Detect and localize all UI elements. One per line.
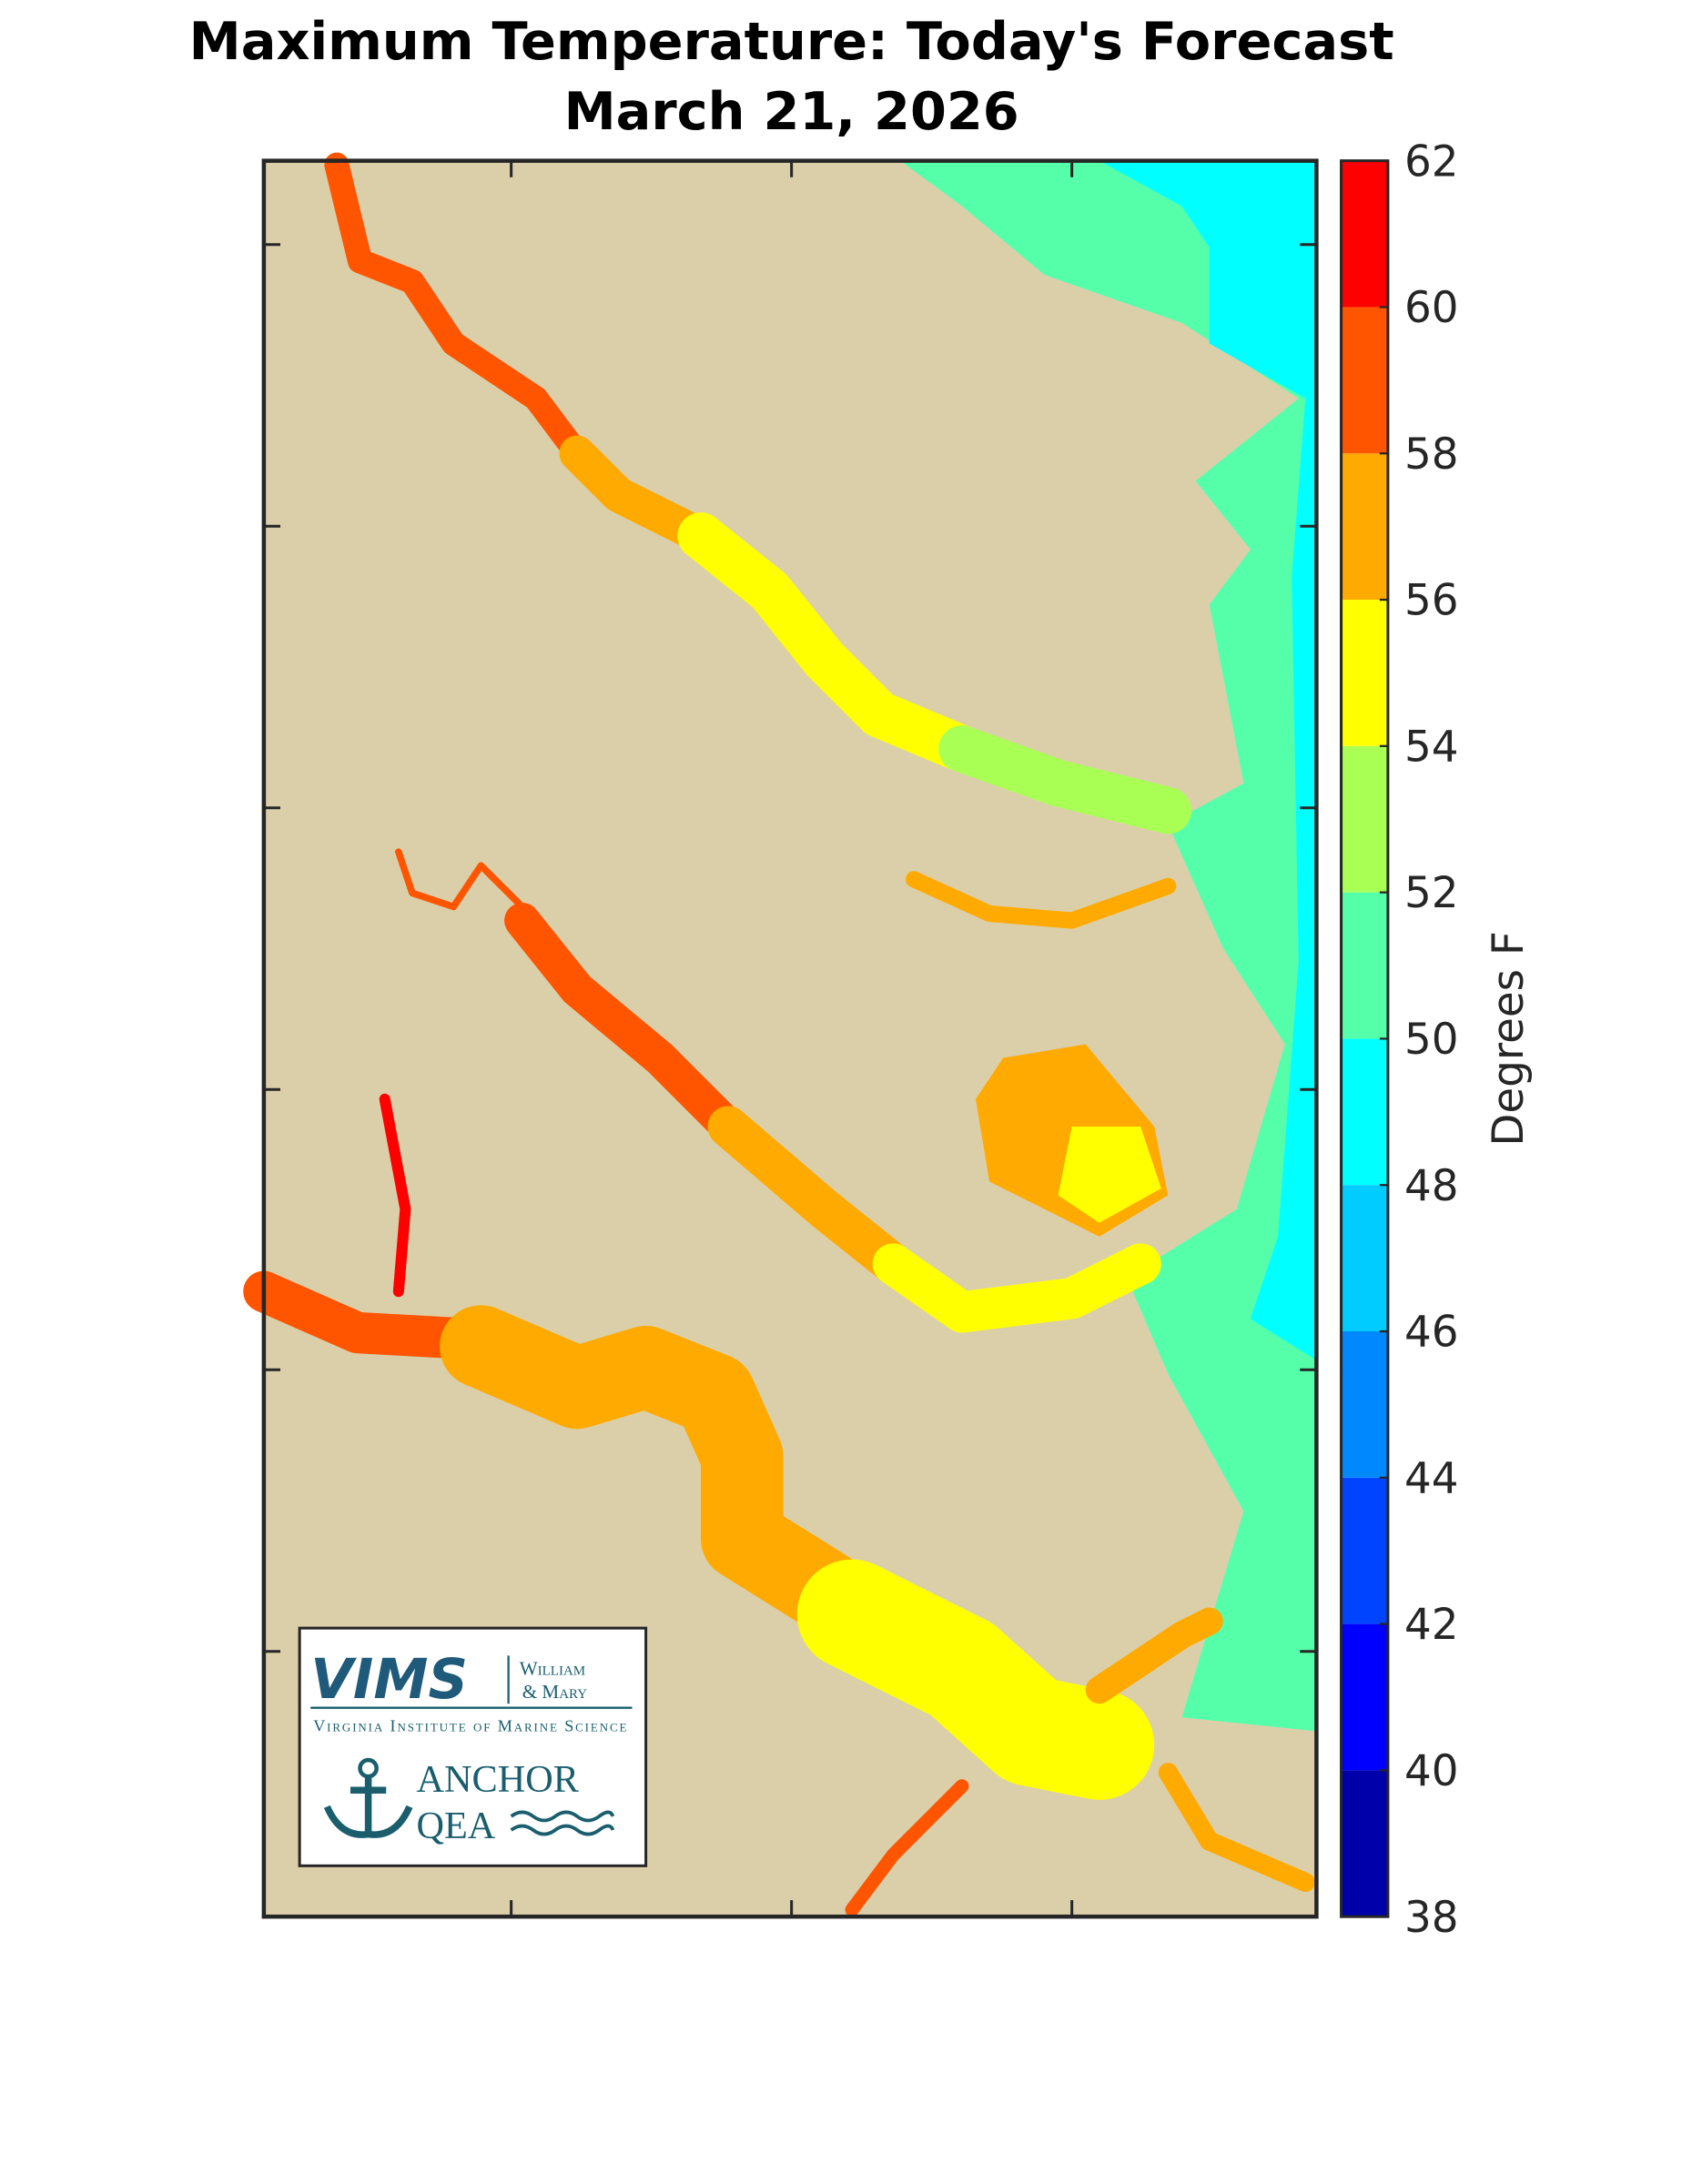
map: VIMS William & Mary Virginia Institute o… [243, 152, 1319, 1919]
colorbar-tick-label: 44 [1404, 1454, 1459, 1503]
james-river [440, 1305, 894, 1649]
colorbar-tick-label: 62 [1404, 137, 1459, 187]
rivers [243, 152, 1315, 1917]
james-river [243, 1270, 502, 1360]
lynnhaven-river [1085, 1607, 1223, 1704]
bay-water [899, 160, 1317, 1732]
title: Maximum Temperature: Today's Forecast [189, 11, 1394, 72]
james-river [796, 1559, 1155, 1800]
piankatank-river [905, 871, 1177, 929]
colorbar-tick-label: 60 [1404, 284, 1459, 333]
york-river [872, 1243, 1161, 1333]
colorbar-segment [1341, 1623, 1388, 1771]
colorbar-segment [1341, 1038, 1388, 1186]
colorbar-tick-label: 56 [1404, 577, 1459, 626]
colorbar-tick-label: 52 [1404, 869, 1459, 918]
waves-icon [510, 1810, 615, 1836]
colorbar-tick-label: 46 [1404, 1309, 1459, 1358]
colorbar-label: Degrees F [1484, 931, 1534, 1146]
colorbar-tick-label: 54 [1404, 723, 1459, 772]
axis-ticks [263, 160, 1317, 1917]
colorbar-tick-label: 48 [1404, 1162, 1459, 1211]
chickahominy-river [379, 1093, 411, 1298]
rappahannock-river [559, 435, 719, 554]
colorbar-segment [1341, 160, 1388, 308]
mary-text: & Mary [522, 1681, 588, 1703]
colorbar-segment [1341, 1331, 1388, 1478]
land [263, 160, 1317, 1917]
colorbar-tick-label: 42 [1404, 1601, 1459, 1650]
colorbar-tick-label: 50 [1404, 1016, 1459, 1065]
anchor-text: ANCHOR [416, 1758, 579, 1801]
york-river [504, 902, 746, 1145]
york-river [395, 848, 526, 911]
mobjack-bay [1058, 1127, 1161, 1223]
colorbar-segment [1341, 1185, 1388, 1332]
colorbar-segment [1341, 453, 1388, 601]
colorbar-tick-label: 38 [1404, 1894, 1459, 1943]
anchor-icon [323, 1757, 413, 1838]
logo: VIMS William & Mary Virginia Institute o… [298, 1626, 648, 1867]
colorbar-segment [1341, 307, 1388, 454]
william-text: William [520, 1657, 585, 1679]
rappahannock-river [938, 725, 1191, 834]
colorbar-segment [1341, 1477, 1388, 1624]
map-frame [261, 158, 1319, 1919]
colorbar-tick-label: 40 [1404, 1747, 1459, 1796]
rappahannock-river [324, 152, 590, 466]
colorbar-segment [1341, 1770, 1388, 1917]
york-river [707, 1106, 915, 1285]
colorbar-segment [1341, 600, 1388, 746]
colorbar-tick-label: 58 [1404, 430, 1459, 480]
rappahannock-river [677, 512, 986, 773]
qea-text: QEA [416, 1805, 495, 1847]
elizabeth-river [1158, 1763, 1315, 1893]
ocean-water [1099, 160, 1317, 1360]
colorbar: 38 40 42 44 46 48 50 52 54 56 58 60 62 Degrees F [1340, 137, 1534, 1943]
subtitle: March 21, 2026 [564, 81, 1019, 142]
colorbar-segment [1341, 892, 1388, 1039]
logo-box [298, 1626, 648, 1867]
james-river [845, 1779, 969, 1917]
institute-text: Virginia Institute of Marine Science [313, 1716, 626, 1734]
colorbar-segment [1341, 745, 1388, 893]
vims-logo: VIMS [310, 1648, 468, 1712]
